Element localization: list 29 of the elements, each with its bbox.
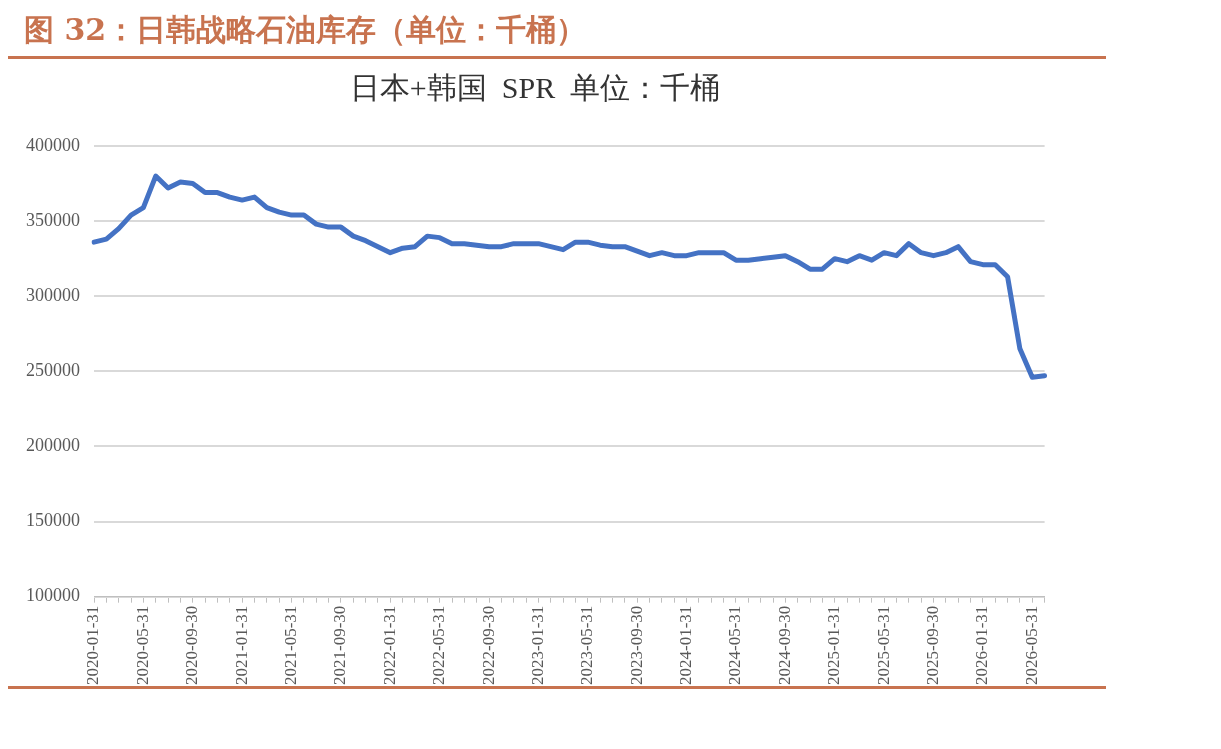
y-tick-label: 350000 (26, 209, 80, 230)
chart-title: 图 32：日韩战略石油库存（单位：千桶） (24, 11, 587, 49)
y-tick-label: 100000 (26, 585, 80, 606)
x-tick-label: 2024-01-31 (676, 605, 696, 686)
x-tick-label: 2024-09-30 (774, 605, 794, 686)
x-tick-label: 2022-05-31 (429, 605, 449, 686)
x-tick-label: 2021-05-31 (281, 605, 300, 686)
x-tick-label: 2022-01-31 (379, 605, 399, 686)
x-tick-label: 2021-09-30 (330, 605, 350, 686)
chart-subtitle: 日本+韩国 SPR 单位：千桶 (349, 70, 721, 104)
x-tick-label: 2022-09-30 (478, 605, 498, 686)
x-tick-label: 2023-05-31 (577, 605, 597, 686)
x-tick-label: 2023-01-31 (527, 605, 547, 686)
x-tick-label: 2025-05-31 (873, 605, 893, 686)
x-tick-label: 2025-01-31 (824, 605, 844, 686)
y-tick-label: 300000 (26, 284, 80, 305)
x-tick-label: 2023-09-30 (626, 605, 646, 686)
x-tick-label: 2024-05-31 (725, 605, 745, 686)
y-tick-label: 400000 (26, 134, 80, 155)
x-tick-label: 2021-01-31 (231, 605, 251, 686)
y-tick-label: 150000 (26, 510, 80, 531)
x-tick-label: 2020-05-31 (132, 605, 152, 686)
x-tick-label: 2020-09-30 (182, 605, 202, 686)
x-tick-label: 2025-09-30 (922, 605, 942, 686)
x-tick-label: 2026-01-31 (972, 605, 992, 686)
x-tick-label: 2020-01-31 (83, 605, 103, 686)
x-tick-label: 2026-05-31 (1021, 605, 1041, 686)
y-tick-label: 200000 (26, 435, 80, 456)
y-tick-label: 250000 (26, 360, 80, 381)
